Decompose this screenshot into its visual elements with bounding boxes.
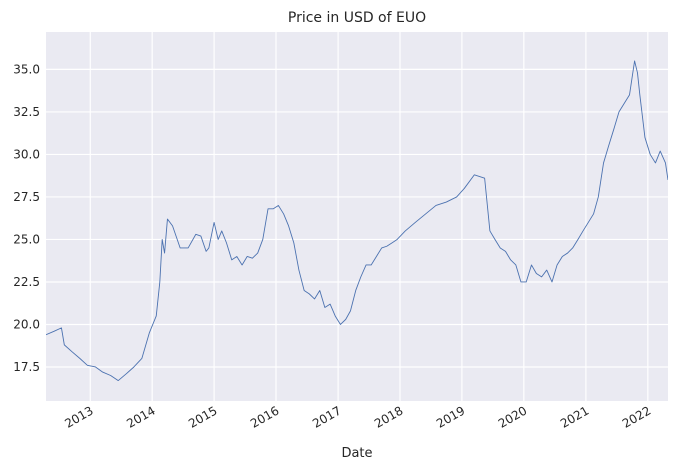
x-tick-label: 2017: [310, 403, 343, 430]
x-tick-label: 2015: [186, 403, 219, 430]
x-tick-labels: 2013 2014 2015 2016 2017 2018 2019 2020 2021 2022: [62, 403, 653, 430]
y-gridlines: [46, 68, 668, 368]
x-tick-label: 2020: [496, 403, 529, 430]
y-tick-label: 27.5: [13, 190, 40, 204]
y-tick-label: 30.0: [13, 147, 40, 161]
x-tick-label: 2016: [248, 403, 281, 430]
y-tick-label: 20.0: [13, 317, 40, 331]
x-gridlines: [89, 32, 649, 401]
y-tick-label: 32.5: [13, 105, 40, 119]
chart-title: Price in USD of EUO: [288, 10, 426, 26]
series-layer: [46, 60, 668, 382]
x-tick-label: 2018: [372, 403, 405, 430]
x-tick-label: 2014: [124, 403, 157, 430]
y-tick-label: 35.0: [13, 62, 40, 76]
x-tick-label: 2013: [62, 403, 95, 430]
x-axis-title: Date: [341, 446, 372, 461]
y-tick-label: 22.5: [13, 275, 40, 289]
y-tick-label: 17.5: [13, 360, 40, 374]
x-tick-label: 2019: [434, 403, 467, 430]
y-tick-labels: 17.5 20.0 22.5 25.0 27.5 30.0 32.5 35.0: [13, 62, 40, 374]
y-tick-label: 25.0: [13, 232, 40, 246]
price-series-line: [46, 60, 668, 382]
plot-area: [46, 32, 668, 401]
x-tick-label: 2022: [620, 403, 653, 430]
x-tick-label: 2021: [558, 403, 591, 430]
